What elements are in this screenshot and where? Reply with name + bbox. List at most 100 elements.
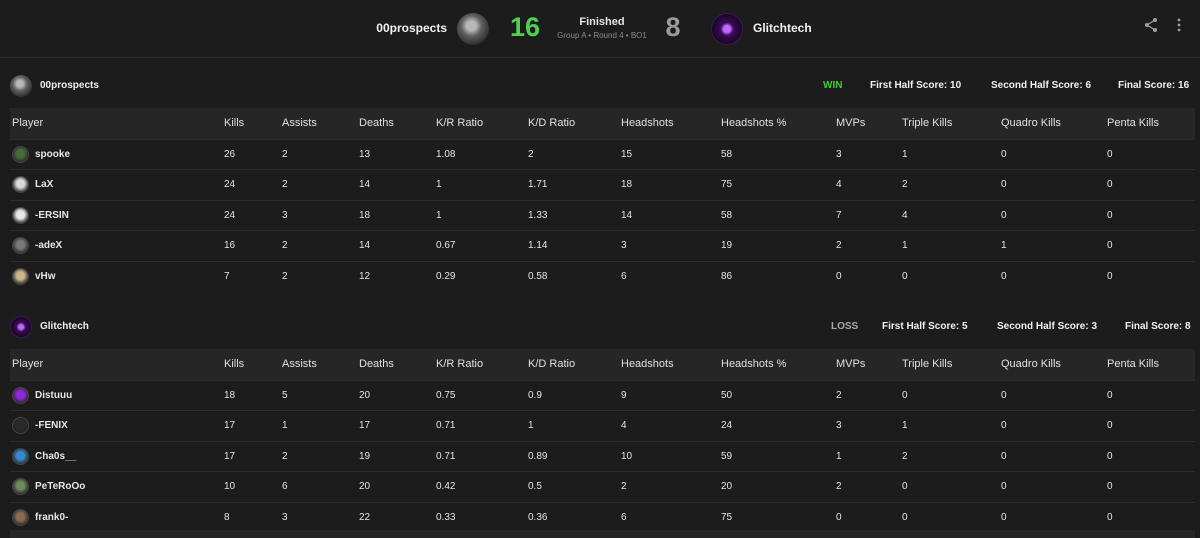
column-header-penta-kills[interactable]: Penta Kills	[1107, 349, 1195, 380]
player-name[interactable]: frank0-	[35, 512, 69, 523]
player-name[interactable]: -adeX	[35, 240, 63, 252]
player-info[interactable]: PeTeRoOo	[12, 478, 224, 496]
player-cell[interactable]: -FENIX	[10, 410, 224, 441]
column-header-kr-ratio[interactable]: K/R Ratio	[436, 349, 528, 380]
player-name[interactable]: PeTeRoOo	[35, 481, 86, 493]
stat-assists: 2	[282, 169, 359, 200]
avatar[interactable]	[12, 447, 29, 465]
stat-kr-ratio: 0.42	[436, 471, 528, 502]
column-header-player[interactable]: Player	[10, 349, 224, 380]
stat-headshots: 15	[621, 138, 721, 170]
stat-mvps: 2	[836, 471, 902, 502]
table-row[interactable]: LaX 24 2 14 1 1.71 18 75 4 2 0 0	[10, 169, 1195, 200]
player-info[interactable]: -FENIX	[12, 417, 224, 435]
player-info[interactable]: vHw	[12, 268, 224, 285]
table-row[interactable]: Cha0s__ 17 2 19 0.71 0.89 10 59 1 2 0 0	[10, 440, 1195, 472]
stat-assists: 2	[282, 440, 359, 472]
column-header-mvps[interactable]: MVPs	[836, 108, 902, 139]
table-row[interactable]: vHw 7 2 12 0.29 0.58 6 86 0 0 0 0	[10, 260, 1195, 292]
column-header-player[interactable]: Player	[10, 108, 224, 139]
stat-headshots-percent: 58	[721, 138, 836, 170]
avatar[interactable]	[12, 386, 29, 404]
player-name[interactable]: LaX	[35, 179, 54, 191]
team-left-logo[interactable]	[457, 13, 489, 45]
table-row[interactable]: -ERSIN 24 3 18 1 1.33 14 58 7 4 0 0	[10, 199, 1195, 231]
team-avatar	[10, 75, 32, 97]
column-header-quadro-kills[interactable]: Quadro Kills	[1001, 349, 1107, 380]
avatar[interactable]	[12, 268, 29, 285]
player-info[interactable]: spooke	[12, 145, 224, 163]
player-info[interactable]: frank0-	[12, 509, 224, 526]
table-row[interactable]: frank0- 8 3 22 0.33 0.36 6 75 0 0 0 0	[10, 501, 1195, 533]
stat-kr-ratio: 0.71	[436, 410, 528, 441]
player-info[interactable]: -ERSIN	[12, 206, 224, 224]
team-name[interactable]: 00prospects	[40, 80, 99, 91]
column-header-headshots-percent[interactable]: Headshots %	[721, 349, 836, 380]
player-cell[interactable]: spooke	[10, 138, 224, 170]
player-name[interactable]: -ERSIN	[35, 209, 69, 221]
column-header-kd-ratio[interactable]: K/D Ratio	[528, 108, 621, 139]
table-row[interactable]: Distuuu 18 5 20 0.75 0.9 9 50 2 0 0 0	[10, 379, 1195, 411]
player-cell[interactable]: Cha0s__	[10, 440, 224, 472]
column-header-headshots[interactable]: Headshots	[621, 349, 721, 380]
avatar[interactable]	[12, 417, 29, 435]
player-cell[interactable]: Distuuu	[10, 379, 224, 411]
table-row[interactable]: PeTeRoOo 10 6 20 0.42 0.5 2 20 2 0 0 0	[10, 471, 1195, 502]
player-info[interactable]: LaX	[12, 176, 224, 194]
player-name[interactable]: Cha0s__	[35, 450, 77, 462]
column-header-mvps[interactable]: MVPs	[836, 349, 902, 380]
team-right-name[interactable]: Glitchtech	[753, 21, 812, 35]
column-header-deaths[interactable]: Deaths	[359, 349, 436, 380]
team-right-logo[interactable]	[711, 13, 743, 45]
match-header: 00prospects 16 Finished Group A • Round …	[0, 0, 1200, 58]
avatar[interactable]	[12, 509, 29, 526]
column-header-headshots[interactable]: Headshots	[621, 108, 721, 139]
player-info[interactable]: Cha0s__	[12, 447, 224, 465]
column-header-penta-kills[interactable]: Penta Kills	[1107, 108, 1195, 139]
avatar[interactable]	[12, 145, 29, 163]
share-icon[interactable]	[1143, 17, 1159, 33]
stat-triple-kills: 0	[902, 379, 1001, 411]
team-name[interactable]: Glitchtech	[40, 321, 89, 332]
column-header-triple-kills[interactable]: Triple Kills	[902, 108, 1001, 139]
player-cell[interactable]: frank0-	[10, 501, 224, 533]
stat-mvps: 4	[836, 169, 902, 200]
player-cell[interactable]: PeTeRoOo	[10, 471, 224, 502]
avatar[interactable]	[12, 206, 29, 224]
player-info[interactable]: -adeX	[12, 237, 224, 255]
column-header-triple-kills[interactable]: Triple Kills	[902, 349, 1001, 380]
avatar[interactable]	[12, 176, 29, 194]
column-header-headshots-percent[interactable]: Headshots %	[721, 108, 836, 139]
team-result: WIN	[823, 80, 843, 91]
stat-penta-kills: 0	[1107, 230, 1195, 261]
player-name[interactable]: spooke	[35, 148, 71, 160]
column-header-kd-ratio[interactable]: K/D Ratio	[528, 349, 621, 380]
player-name[interactable]: vHw	[35, 271, 56, 282]
player-name[interactable]: Distuuu	[35, 389, 73, 401]
more-options-icon[interactable]	[1175, 17, 1183, 33]
column-header-kills[interactable]: Kills	[224, 108, 282, 139]
column-header-kr-ratio[interactable]: K/R Ratio	[436, 108, 528, 139]
player-cell[interactable]: LaX	[10, 169, 224, 200]
player-cell[interactable]: -adeX	[10, 230, 224, 261]
player-name[interactable]: -FENIX	[35, 420, 68, 432]
player-cell[interactable]: vHw	[10, 260, 224, 292]
avatar[interactable]	[12, 237, 29, 255]
table-row[interactable]: -FENIX 17 1 17 0.71 1 4 24 3 1 0 0	[10, 410, 1195, 441]
column-header-quadro-kills[interactable]: Quadro Kills	[1001, 108, 1107, 139]
team-left-name[interactable]: 00prospects	[376, 21, 447, 35]
column-header-deaths[interactable]: Deaths	[359, 108, 436, 139]
stat-headshots: 6	[621, 501, 721, 533]
team-left-score: 16	[509, 12, 541, 42]
avatar[interactable]	[12, 478, 29, 496]
column-header-assists[interactable]: Assists	[282, 108, 359, 139]
column-header-assists[interactable]: Assists	[282, 349, 359, 380]
player-info[interactable]: Distuuu	[12, 386, 224, 404]
table-row[interactable]: spooke 26 2 13 1.08 2 15 58 3 1 0 0	[10, 138, 1195, 170]
stat-mvps: 7	[836, 199, 902, 231]
player-cell[interactable]: -ERSIN	[10, 199, 224, 231]
column-header-kills[interactable]: Kills	[224, 349, 282, 380]
stat-kr-ratio: 1	[436, 199, 528, 231]
table-row[interactable]: -adeX 16 2 14 0.67 1.14 3 19 2 1 1 0	[10, 230, 1195, 261]
stat-headshots: 3	[621, 230, 721, 261]
